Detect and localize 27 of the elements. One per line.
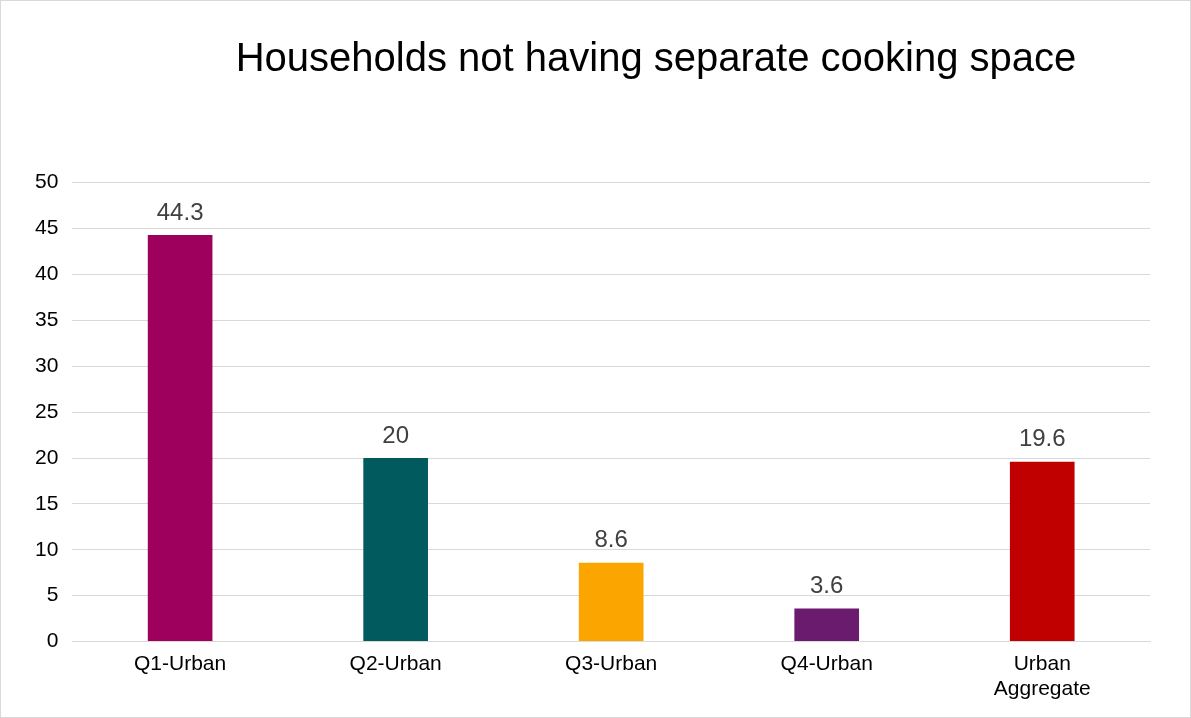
bar <box>147 234 213 642</box>
data-label: 20 <box>382 420 409 448</box>
bar <box>794 608 860 642</box>
y-tick-label: 45 <box>35 215 59 239</box>
chart-title: Households not having separate cooking space <box>234 34 1078 81</box>
data-label: 8.6 <box>594 525 628 553</box>
bar <box>363 458 428 642</box>
y-tick-label: 5 <box>46 582 59 606</box>
y-tick-label: 40 <box>35 261 59 285</box>
data-label: 19.6 <box>1018 424 1066 452</box>
y-tick-label: 50 <box>35 169 59 193</box>
bar <box>1009 461 1075 642</box>
x-tick-label: Q3-Urban <box>565 651 658 674</box>
x-tick-label: Q2-Urban <box>349 651 442 674</box>
y-tick-label: 15 <box>35 490 59 514</box>
y-tick-label: 10 <box>35 536 59 560</box>
y-tick-label: 35 <box>35 307 59 331</box>
y-tick-label: 30 <box>35 353 59 376</box>
data-label: 3.6 <box>810 571 844 599</box>
x-tick-label: Urban Aggregate <box>993 651 1091 700</box>
x-tick-label: Q1-Urban <box>134 651 227 674</box>
x-tick-label: Q4-Urban <box>780 651 873 674</box>
y-tick-label: 25 <box>35 398 59 422</box>
y-tick-label: 20 <box>35 444 59 468</box>
y-tick-label: 0 <box>46 628 59 652</box>
bar <box>578 562 644 642</box>
data-label: 44.3 <box>156 197 204 225</box>
